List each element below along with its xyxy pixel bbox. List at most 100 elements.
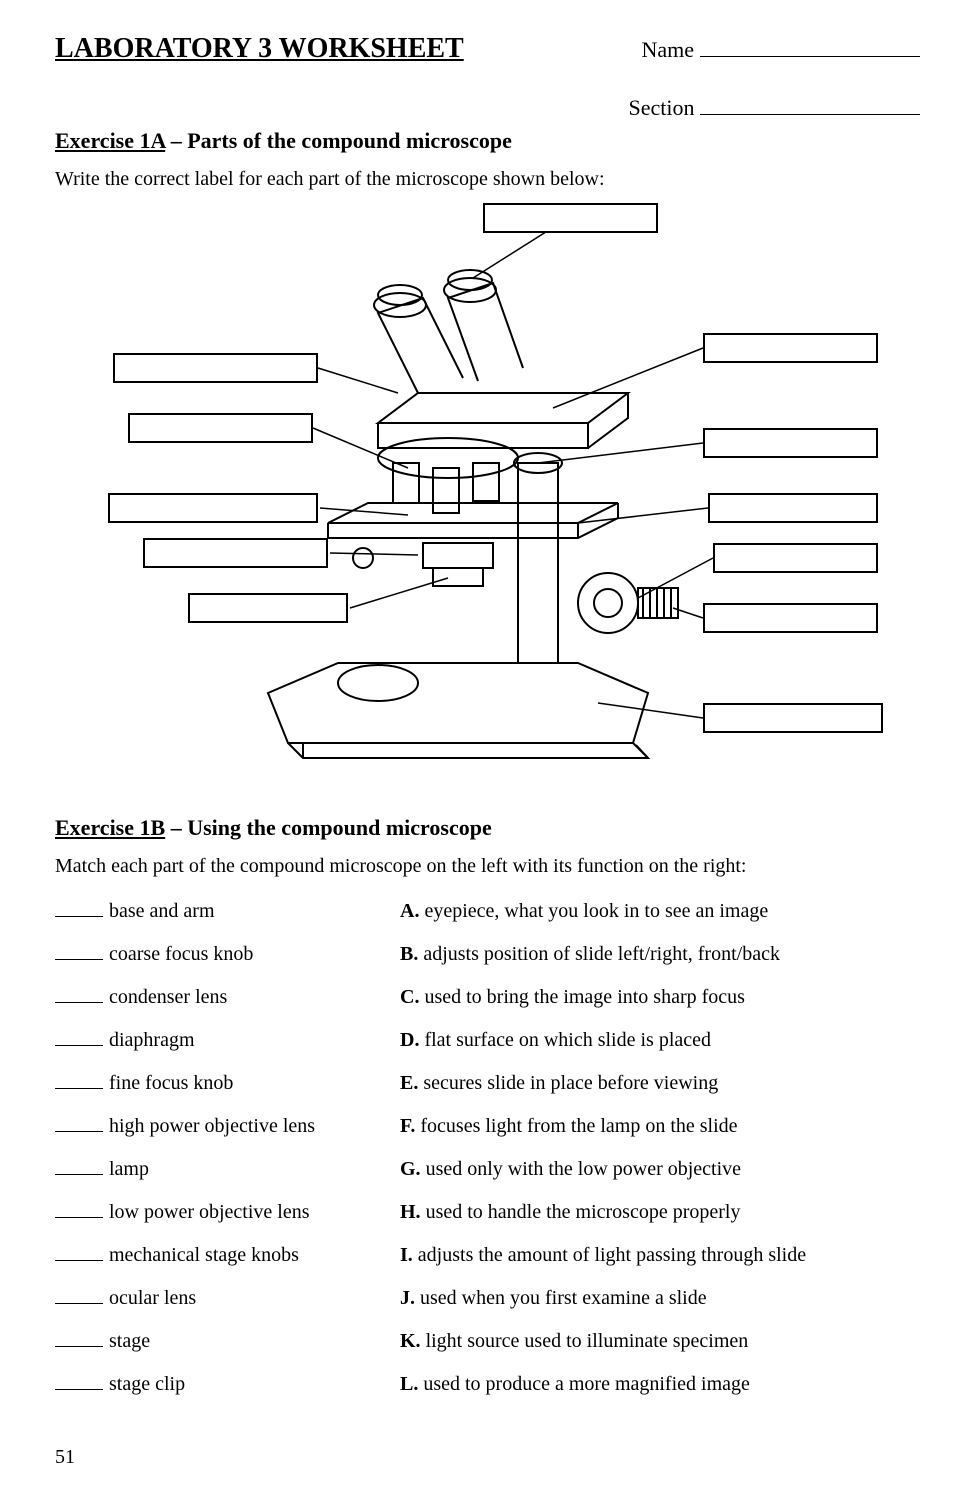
match-definition: used to handle the microscope properly — [421, 1201, 741, 1223]
exercise-1a-prefix: Exercise 1A — [55, 128, 165, 153]
match-blank[interactable] — [55, 1303, 103, 1304]
section-blank-line[interactable] — [700, 93, 920, 115]
match-right-item: L. used to produce a more magnified imag… — [400, 1371, 920, 1398]
match-definition: used when you first examine a slide — [415, 1287, 707, 1309]
match-left-label: condenser lens — [109, 984, 227, 1011]
exercise-1b-instruction: Match each part of the compound microsco… — [55, 853, 920, 880]
match-left-item: low power objective lens — [55, 1199, 400, 1226]
match-blank[interactable] — [55, 1217, 103, 1218]
label-box-11[interactable] — [703, 703, 883, 733]
match-definition: used only with the low power objective — [421, 1158, 742, 1180]
match-right-item: J. used when you first examine a slide — [400, 1285, 920, 1312]
match-blank[interactable] — [55, 1389, 103, 1390]
label-box-6[interactable] — [703, 333, 878, 363]
name-blank-line[interactable] — [700, 35, 920, 57]
exercise-1b-rest: – Using the compound microscope — [165, 815, 492, 840]
exercise-1a-rest: – Parts of the compound microscope — [165, 128, 512, 153]
match-definition: adjusts position of slide left/right, fr… — [418, 943, 780, 965]
label-box-9[interactable] — [713, 543, 878, 573]
match-blank[interactable] — [55, 1045, 103, 1046]
match-letter: B. — [400, 943, 418, 965]
match-definition: secures slide in place before viewing — [418, 1072, 718, 1094]
match-left-label: high power objective lens — [109, 1113, 315, 1140]
match-blank[interactable] — [55, 1260, 103, 1261]
label-box-5[interactable] — [188, 593, 348, 623]
match-letter: G. — [400, 1158, 421, 1180]
match-left-item: stage clip — [55, 1371, 400, 1398]
match-letter: C. — [400, 986, 419, 1008]
match-left-label: stage clip — [109, 1371, 185, 1398]
exercise-1a-heading: Exercise 1A – Parts of the compound micr… — [55, 126, 920, 156]
match-blank[interactable] — [55, 1346, 103, 1347]
name-field: Name — [641, 35, 920, 65]
name-label: Name — [641, 35, 694, 65]
label-box-1[interactable] — [113, 353, 318, 383]
match-definition: used to bring the image into sharp focus — [419, 986, 745, 1008]
exercise-1b-heading: Exercise 1B – Using the compound microsc… — [55, 813, 920, 843]
match-left-item: high power objective lens — [55, 1113, 400, 1140]
match-left-label: stage — [109, 1328, 150, 1355]
match-letter: A. — [400, 900, 419, 922]
worksheet-title: LABORATORY 3 WORKSHEET — [55, 30, 464, 68]
label-box-3[interactable] — [108, 493, 318, 523]
match-right-item: F. focuses light from the lamp on the sl… — [400, 1113, 920, 1140]
match-left-label: ocular lens — [109, 1285, 196, 1312]
match-definition: focuses light from the lamp on the slide — [415, 1115, 737, 1137]
match-definition: light source used to illuminate specimen — [421, 1330, 749, 1352]
match-left-item: mechanical stage knobs — [55, 1242, 400, 1269]
label-box-8[interactable] — [708, 493, 878, 523]
match-blank[interactable] — [55, 1131, 103, 1132]
match-letter: F. — [400, 1115, 415, 1137]
match-right-item: D. flat surface on which slide is placed — [400, 1027, 920, 1054]
match-definition: adjusts the amount of light passing thro… — [413, 1244, 806, 1266]
match-right-item: I. adjusts the amount of light passing t… — [400, 1242, 920, 1269]
match-left-item: condenser lens — [55, 984, 400, 1011]
microscope-diagram — [78, 203, 898, 793]
label-box-10[interactable] — [703, 603, 878, 633]
match-left-item: fine focus knob — [55, 1070, 400, 1097]
match-blank[interactable] — [55, 1002, 103, 1003]
match-letter: H. — [400, 1201, 421, 1223]
match-left-label: low power objective lens — [109, 1199, 310, 1226]
section-field: Section — [55, 93, 920, 123]
match-right-item: A. eyepiece, what you look in to see an … — [400, 898, 920, 925]
match-definition: flat surface on which slide is placed — [419, 1029, 711, 1051]
match-left-item: coarse focus knob — [55, 941, 400, 968]
match-letter: I. — [400, 1244, 413, 1266]
match-right-item: E. secures slide in place before viewing — [400, 1070, 920, 1097]
match-definition: eyepiece, what you look in to see an ima… — [419, 900, 768, 922]
match-left-label: base and arm — [109, 898, 215, 925]
match-left-item: stage — [55, 1328, 400, 1355]
match-right-item: K. light source used to illuminate speci… — [400, 1328, 920, 1355]
match-right-item: G. used only with the low power objectiv… — [400, 1156, 920, 1183]
match-left-item: base and arm — [55, 898, 400, 925]
match-left-item: diaphragm — [55, 1027, 400, 1054]
match-left-label: mechanical stage knobs — [109, 1242, 299, 1269]
section-label: Section — [629, 95, 695, 120]
match-right-item: B. adjusts position of slide left/right,… — [400, 941, 920, 968]
match-left-label: diaphragm — [109, 1027, 195, 1054]
match-blank[interactable] — [55, 1088, 103, 1089]
label-box-7[interactable] — [703, 428, 878, 458]
match-letter: K. — [400, 1330, 421, 1352]
match-left-item: lamp — [55, 1156, 400, 1183]
match-blank[interactable] — [55, 1174, 103, 1175]
match-left-label: coarse focus knob — [109, 941, 253, 968]
match-right-item: C. used to bring the image into sharp fo… — [400, 984, 920, 1011]
match-left-item: ocular lens — [55, 1285, 400, 1312]
match-left-label: lamp — [109, 1156, 149, 1183]
label-box-2[interactable] — [128, 413, 313, 443]
match-left-label: fine focus knob — [109, 1070, 233, 1097]
match-letter: L. — [400, 1373, 418, 1395]
match-letter: E. — [400, 1072, 418, 1094]
match-letter: J. — [400, 1287, 415, 1309]
label-box-4[interactable] — [143, 538, 328, 568]
match-blank[interactable] — [55, 959, 103, 960]
match-blank[interactable] — [55, 916, 103, 917]
match-letter: D. — [400, 1029, 419, 1051]
match-left-column: base and arm coarse focus knob condenser l… — [55, 898, 400, 1414]
match-right-column: A. eyepiece, what you look in to see an … — [400, 898, 920, 1414]
label-box-0[interactable] — [483, 203, 658, 233]
exercise-1b-prefix: Exercise 1B — [55, 815, 165, 840]
match-right-item: H. used to handle the microscope properl… — [400, 1199, 920, 1226]
